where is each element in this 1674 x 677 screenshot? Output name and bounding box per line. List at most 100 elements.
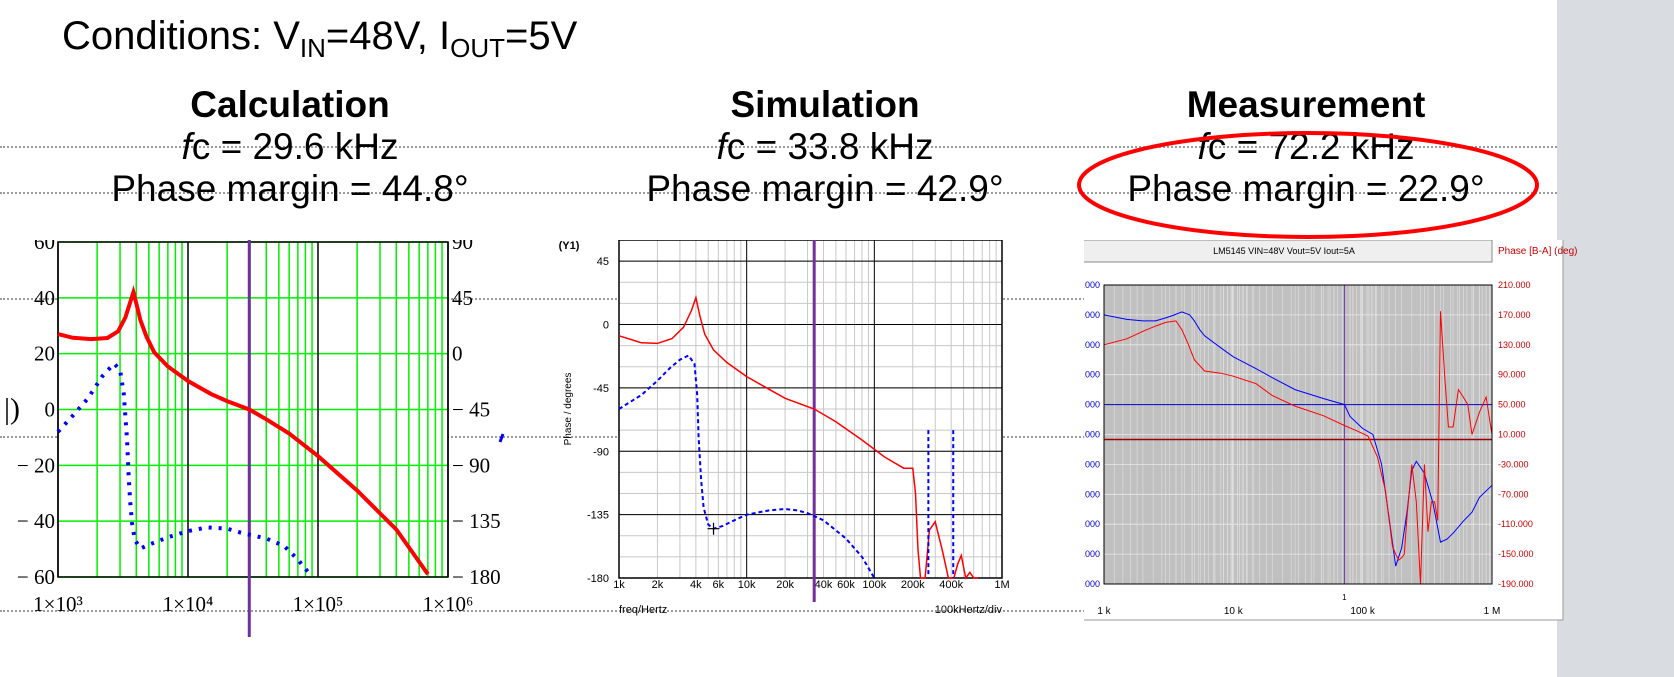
- sim-cursor-marker: [707, 522, 720, 535]
- calc-y-right-tick-label: − 90: [452, 453, 490, 477]
- meas-y-left-tick-label: -40.000: [1084, 519, 1100, 529]
- calc-y-left-tick-label: − 40: [17, 509, 55, 533]
- meas-y-right-tick-label: -70.000: [1498, 489, 1529, 499]
- sim-x-tick-label: 10k: [738, 579, 756, 591]
- meas-y-right-tick-label: 50.000: [1498, 400, 1526, 410]
- calc-gain-series: [57, 285, 430, 576]
- meas-x-tick-label: 1 k: [1097, 606, 1111, 617]
- calculation-fc: fc = 29.6 kHz: [181, 126, 399, 167]
- sim-x-div-label: 100kHertz/div: [935, 604, 1003, 616]
- simulation-title: Simulation: [730, 84, 920, 125]
- meas-y-right-tick-label: 90.000: [1498, 370, 1526, 380]
- sim-x-tick-label: 1M: [994, 579, 1009, 591]
- meas-phase-series: [1103, 311, 1493, 585]
- meas-y-left-tick-label: 10.000: [1084, 370, 1100, 380]
- sim-x-tick-label: 20k: [776, 579, 794, 591]
- calc-stray-mark: [498, 433, 505, 443]
- meas-y-right-tick-label: 10.000: [1498, 430, 1526, 440]
- simulation-pm: Phase margin = 42.9°: [646, 168, 1004, 209]
- meas-y-left-tick-label: -50.000: [1084, 549, 1100, 559]
- calc-x-tick-label: 1×10⁶: [423, 592, 474, 616]
- simulation-chart: 450-45-90-135-18040200-20-40-60(Y1)(Y2)P…: [559, 240, 1010, 616]
- sim-y1-axis-label: Phase / degrees: [563, 373, 574, 446]
- sim-x-tick-label: 200k: [901, 579, 925, 591]
- sim-x-tick-label: 40k: [815, 579, 833, 591]
- calc-x-tick-label: 1×10⁵: [293, 592, 344, 616]
- meas-gain-series: [1103, 311, 1493, 567]
- calculation-title: Calculation: [190, 84, 390, 125]
- meas-y-left-tick-label: 0.000: [1084, 400, 1100, 410]
- calc-axis-bracket: |): [4, 393, 20, 426]
- sim-gain-series: [618, 294, 979, 580]
- calc-y-left-tick-label: − 60: [17, 565, 55, 589]
- calc-y-right-tick-label: 0: [452, 342, 463, 366]
- calc-y-right-tick-label: 45: [452, 286, 473, 310]
- conditions-title: Conditions: VIN=48V, IOUT=5V: [62, 14, 578, 63]
- sim-y1-label: (Y1): [559, 240, 580, 252]
- sim-x-tick-label: 1k: [613, 579, 625, 591]
- calculation-header: Calculation fc = 29.6 kHz Phase margin =…: [40, 84, 540, 210]
- highlight-ellipse: [1077, 131, 1539, 239]
- meas-y-left-tick-label: -20.000: [1084, 459, 1100, 469]
- calc-y-right-tick-label: 90: [452, 240, 473, 254]
- sim-phase-series: [618, 354, 876, 579]
- guide-line-2: [0, 192, 1557, 194]
- sim-y1-tick-label: -180: [587, 573, 609, 585]
- calc-y-right-tick-label: − 135: [452, 509, 501, 533]
- calc-y-left-tick-label: 60: [34, 240, 55, 254]
- calculation-chart: 60 40 20 0 − 20 − 40 − 60 90 45 0 − 45 − 90 − 135 − 1…: [4, 240, 505, 637]
- meas-y-right-tick-label: -110.000: [1498, 519, 1533, 529]
- meas-crossover-tick: 1: [1342, 593, 1347, 602]
- meas-y-left-tick-label: -60.000: [1084, 579, 1100, 589]
- measurement-title: Measurement: [1186, 84, 1426, 125]
- meas-y-left-tick-label: 40.000: [1084, 280, 1100, 290]
- meas-y-right-tick-label: 210.000: [1498, 280, 1531, 290]
- meas-y-left-tick-label: 30.000: [1084, 310, 1100, 320]
- calc-x-tick-label: 1×10³: [33, 592, 83, 616]
- calc-y-left-tick-label: − 20: [17, 453, 55, 477]
- calc-y-right-tick-label: − 180: [452, 565, 501, 589]
- meas-title-box: [1084, 240, 1493, 263]
- calc-y-left-tick-label: 0: [45, 398, 56, 422]
- calc-y-left-tick-label: 40: [34, 286, 55, 310]
- meas-x-tick-label: 1 M: [1484, 606, 1501, 617]
- calc-x-tick-label: 1×10⁴: [163, 592, 214, 616]
- meas-y-left-tick-label: -30.000: [1084, 489, 1100, 499]
- meas-y-left-tick-label: -10.000: [1084, 430, 1100, 440]
- sim-x-tick-label: 2k: [652, 579, 664, 591]
- meas-y-right-tick-label: -30.000: [1498, 459, 1529, 469]
- simulation-header: Simulation fc = 33.8 kHz Phase margin = …: [575, 84, 1075, 210]
- calculation-pm: Phase margin = 44.8°: [111, 168, 469, 209]
- sim-y1-tick-label: 45: [597, 256, 609, 268]
- meas-plot-border: [1103, 284, 1493, 585]
- measurement-chart: LM5145 VIN=48V Vout=5V Iout=5AMag [B/A] …: [1084, 240, 1577, 621]
- calc-plot-frame: [57, 241, 449, 578]
- scrollbar-track[interactable]: [1557, 0, 1674, 677]
- meas-plot-title: LM5145 VIN=48V Vout=5V Iout=5A: [1213, 246, 1355, 256]
- meas-y-right-tick-label: -190.000: [1498, 579, 1534, 589]
- guide-line-1: [0, 146, 1557, 148]
- sim-x-tick-label: 60k: [837, 579, 855, 591]
- simulation-fc: fc = 33.8 kHz: [716, 126, 934, 167]
- sim-y1-tick-label: -90: [593, 446, 609, 458]
- measurement-pm: Phase margin = 22.9°: [1127, 168, 1485, 209]
- sim-y1-tick-label: 0: [603, 320, 609, 332]
- sim-x-tick-label: 100k: [862, 579, 886, 591]
- meas-y-right-tick-label: 170.000: [1498, 310, 1531, 320]
- measurement-header: Measurement fc = 72.2 kHz Phase margin =…: [1056, 84, 1556, 210]
- meas-x-tick-label: 10 k: [1224, 606, 1244, 617]
- meas-y-right-tick-label: 130.000: [1498, 340, 1531, 350]
- sim-y1-tick-label: -135: [587, 510, 609, 522]
- sim-x-tick-label: 4k: [690, 579, 702, 591]
- sim-y1-tick-label: -45: [593, 383, 609, 395]
- sim-x-tick-label: 400k: [939, 579, 963, 591]
- meas-y-right-tick-label: -150.000: [1498, 549, 1534, 559]
- sim-x-axis-label: freq/Hertz: [619, 604, 667, 616]
- calc-y-left-tick-label: 20: [34, 342, 55, 366]
- sim-x-tick-label: 6k: [713, 579, 725, 591]
- meas-x-tick-label: 100 k: [1350, 606, 1375, 617]
- guide-line-5: [0, 610, 1557, 612]
- meas-y-right-label: Phase [B-A] (deg): [1498, 246, 1577, 257]
- meas-y-left-tick-label: 20.000: [1084, 340, 1100, 350]
